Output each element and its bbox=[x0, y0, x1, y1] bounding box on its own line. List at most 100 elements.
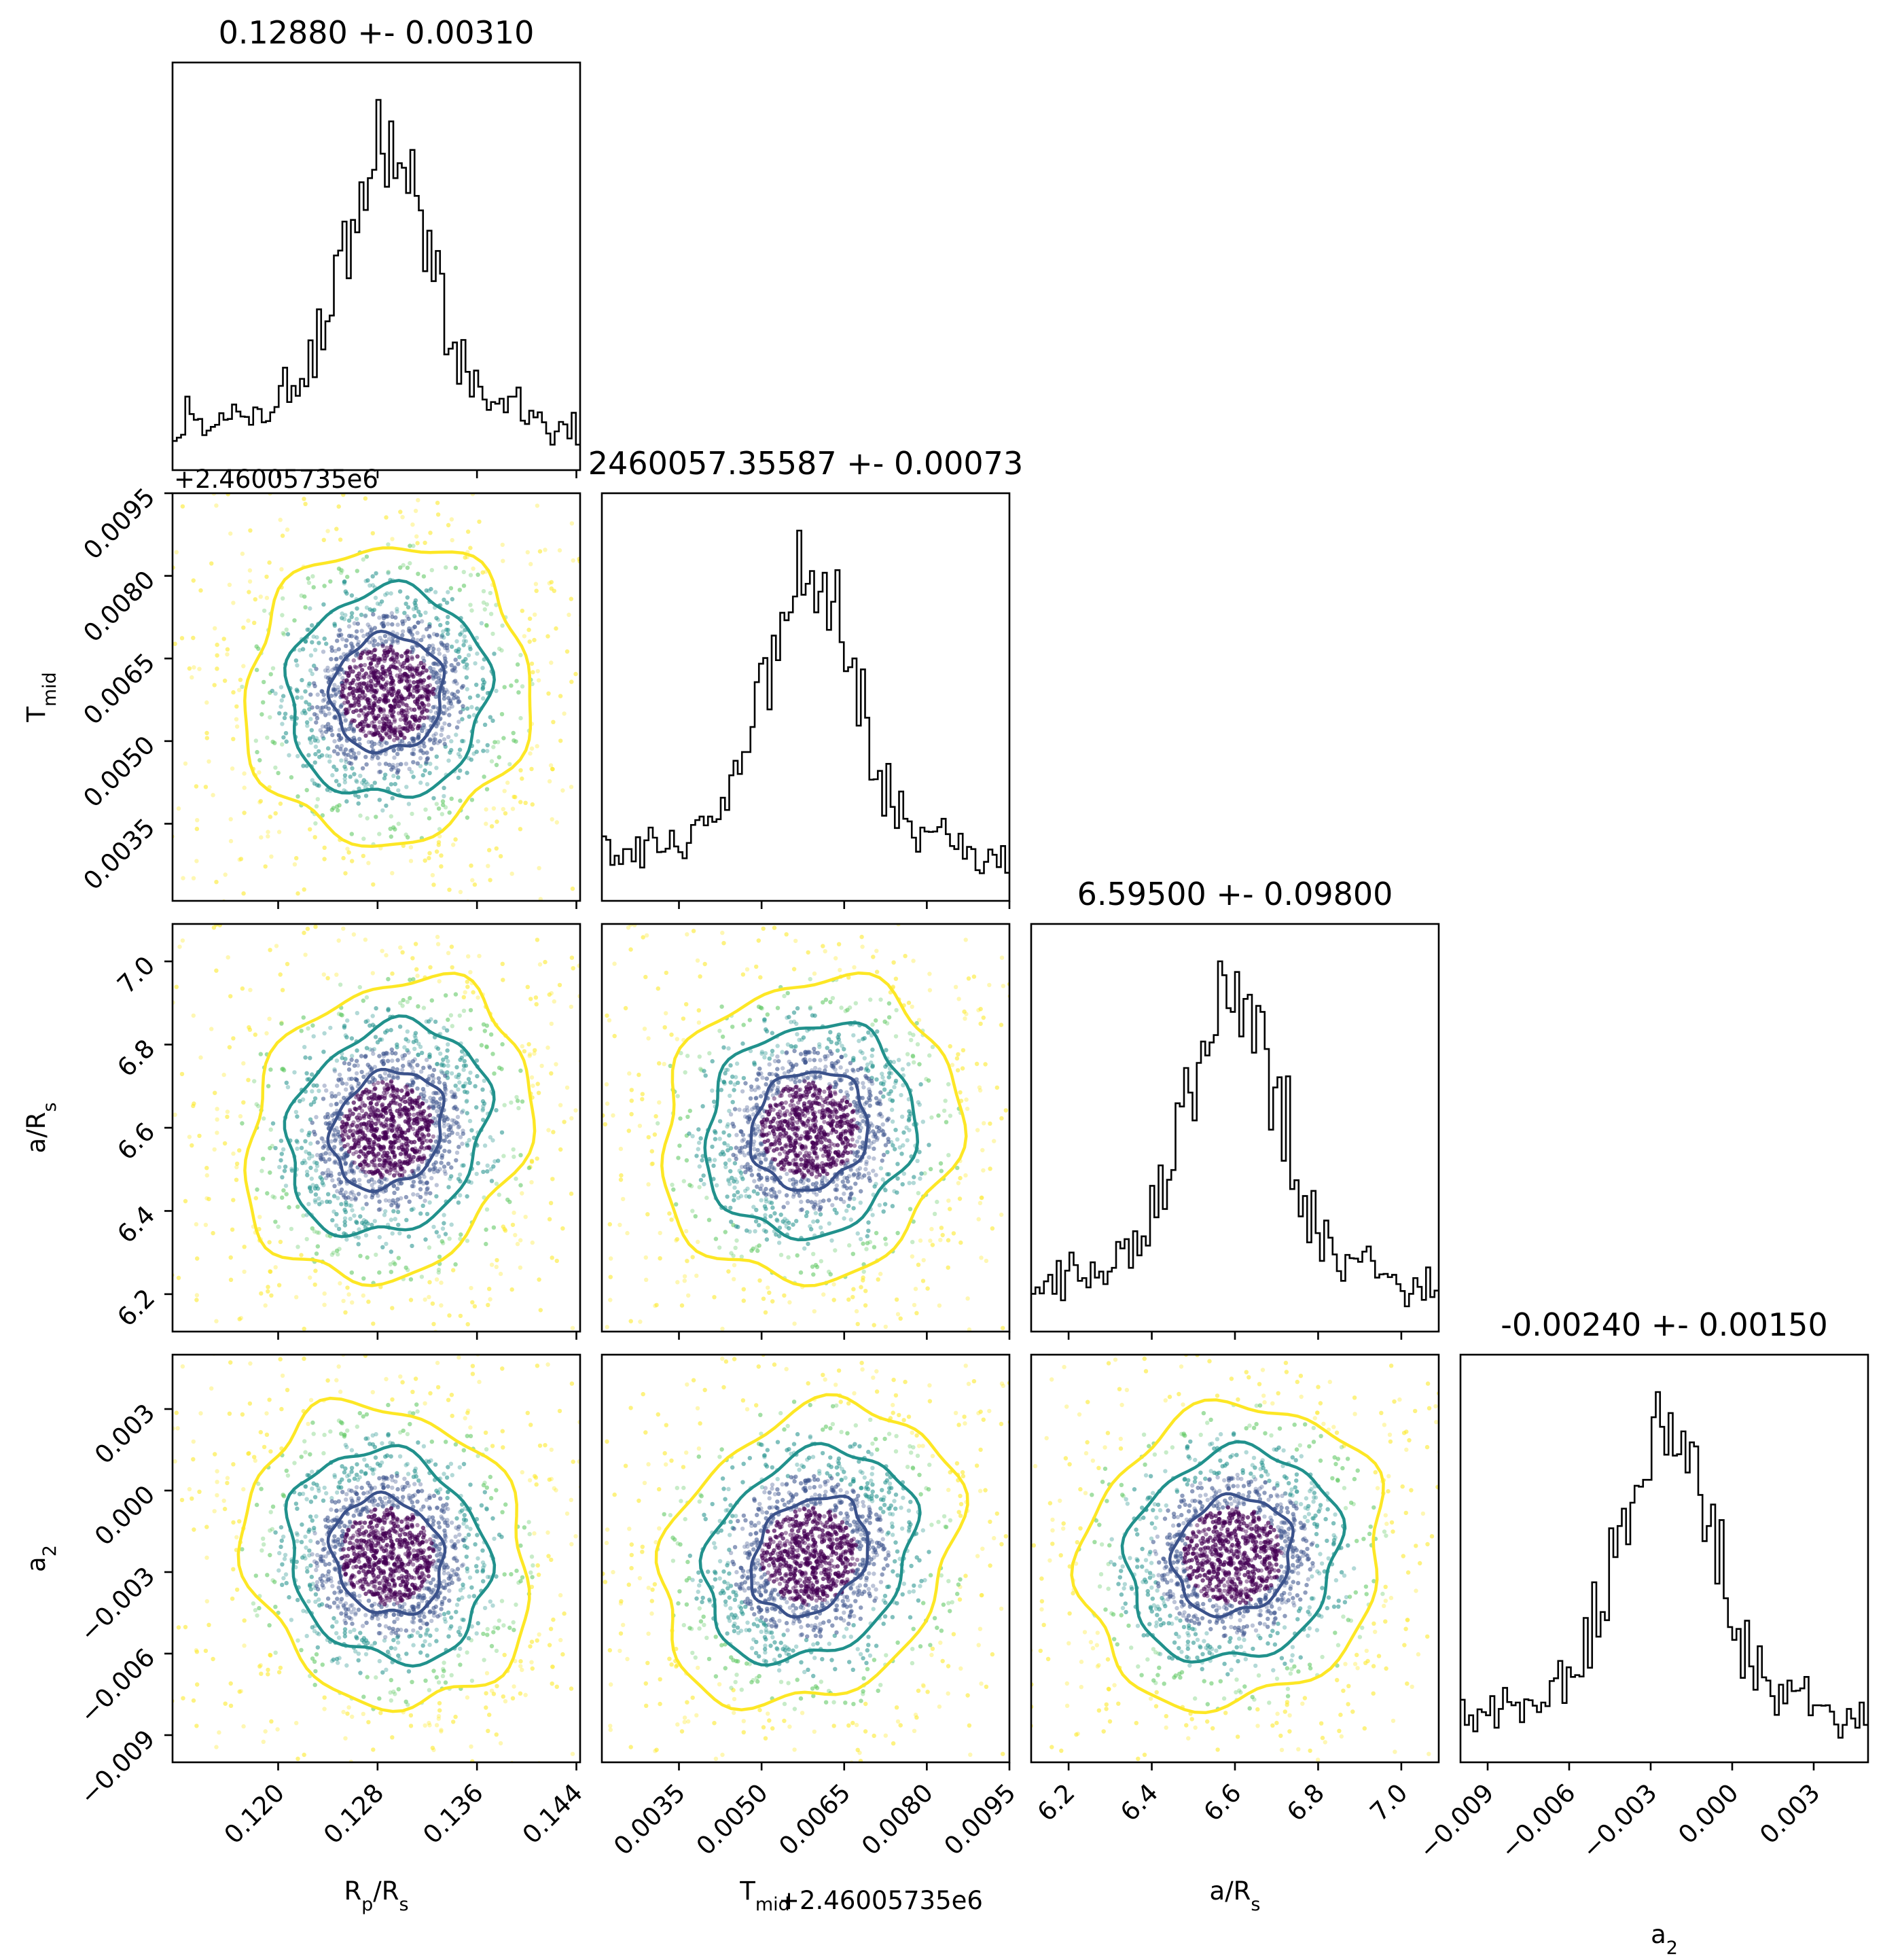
scatter-point bbox=[370, 740, 374, 745]
scatter-point bbox=[305, 627, 310, 632]
scatter-point bbox=[209, 902, 213, 906]
scatter-point bbox=[396, 381, 400, 385]
scatter-point bbox=[18, 765, 22, 769]
scatter-point bbox=[363, 1194, 368, 1199]
scatter-point bbox=[592, 1372, 596, 1376]
scatter-point bbox=[263, 864, 268, 869]
scatter-point bbox=[465, 662, 469, 667]
scatter-point bbox=[605, 690, 609, 694]
scatter-point bbox=[319, 689, 324, 694]
scatter-point bbox=[395, 775, 401, 780]
scatter-point bbox=[332, 738, 337, 744]
scatter-point bbox=[315, 1083, 319, 1088]
scatter-point bbox=[320, 1181, 325, 1186]
scatter-point bbox=[204, 736, 209, 741]
scatter-point bbox=[376, 755, 380, 760]
scatter-point bbox=[363, 613, 368, 619]
scatter-point bbox=[450, 704, 454, 709]
scatter-point bbox=[281, 1188, 286, 1193]
scatter-point bbox=[342, 580, 346, 584]
scatter-point bbox=[322, 1083, 327, 1088]
scatter-point bbox=[431, 705, 435, 710]
scatter-point bbox=[420, 728, 425, 734]
scatter-point bbox=[334, 657, 339, 662]
scatter-point bbox=[618, 1088, 622, 1092]
scatter-point bbox=[433, 662, 439, 666]
scatter-point bbox=[482, 680, 487, 685]
scatter-point bbox=[437, 673, 442, 678]
scatter-point bbox=[605, 815, 609, 819]
scatter-point bbox=[442, 690, 447, 695]
scatter-point bbox=[252, 1079, 257, 1084]
scatter-point bbox=[511, 1147, 516, 1152]
scatter-point bbox=[425, 750, 429, 755]
scatter-point bbox=[344, 591, 349, 596]
scatter-point bbox=[456, 662, 461, 666]
scatter-point bbox=[231, 906, 235, 910]
scatter-point bbox=[351, 645, 355, 650]
scatter-point bbox=[326, 707, 331, 711]
scatter-point bbox=[450, 596, 454, 602]
scatter-point bbox=[452, 666, 456, 671]
scatter-point bbox=[302, 594, 307, 599]
scatter-point bbox=[344, 910, 348, 914]
scatter-point bbox=[494, 603, 499, 607]
scatter-point bbox=[318, 708, 323, 713]
scatter-point bbox=[631, 892, 635, 896]
scatter-point bbox=[433, 1372, 437, 1376]
scatter-point bbox=[402, 611, 407, 616]
scatter-point bbox=[530, 802, 535, 807]
scatter-point bbox=[488, 878, 492, 883]
scatter-point bbox=[616, 701, 620, 705]
scatter-point bbox=[564, 649, 570, 654]
scatter-point bbox=[419, 1275, 425, 1279]
scatter-point bbox=[449, 738, 454, 744]
scatter-point bbox=[399, 762, 404, 767]
scatter-point bbox=[469, 863, 473, 868]
scatter-point bbox=[407, 626, 412, 631]
scatter-point bbox=[393, 615, 398, 620]
y-tick-label: 0.0035 bbox=[77, 813, 160, 895]
scatter-point bbox=[354, 616, 359, 622]
scatter-point bbox=[447, 722, 452, 728]
scatter-point bbox=[510, 1222, 516, 1228]
scatter-point bbox=[315, 1244, 320, 1249]
scatter-point bbox=[446, 1017, 450, 1022]
scatter-point bbox=[410, 736, 416, 741]
scatter-point bbox=[372, 1219, 377, 1224]
scatter-point bbox=[431, 650, 435, 655]
scatter-point bbox=[334, 663, 340, 669]
scatter-point bbox=[433, 694, 438, 699]
scatter-point bbox=[596, 618, 600, 622]
scatter-point bbox=[434, 632, 440, 637]
scatter-point bbox=[323, 705, 328, 709]
scatter-point bbox=[452, 696, 456, 700]
scatter-point bbox=[372, 607, 377, 612]
scatter-point bbox=[358, 1253, 363, 1258]
scatter-point bbox=[311, 1034, 316, 1039]
scatter-point bbox=[628, 81, 632, 85]
scatter-point bbox=[304, 1169, 310, 1174]
scatter-point bbox=[272, 1493, 276, 1497]
scatter-point bbox=[380, 621, 384, 626]
scatter-point bbox=[389, 782, 394, 787]
scatter-point bbox=[354, 653, 359, 658]
scatter-point bbox=[421, 751, 426, 755]
scatter-point bbox=[358, 773, 363, 779]
scatter-point bbox=[303, 639, 308, 644]
scatter-point bbox=[328, 725, 334, 730]
scatter-point bbox=[348, 1216, 353, 1222]
scatter-point bbox=[456, 1087, 461, 1092]
scatter-point bbox=[191, 635, 196, 641]
scatter-point bbox=[394, 919, 398, 923]
scatter-point bbox=[312, 683, 317, 688]
scatter-point bbox=[393, 827, 397, 832]
scatter-point bbox=[406, 628, 412, 633]
scatter-point bbox=[190, 675, 194, 680]
scatter-point bbox=[443, 1232, 448, 1236]
scatter-point bbox=[282, 715, 287, 721]
scatter-point bbox=[342, 617, 347, 622]
scatter-point bbox=[344, 1237, 349, 1242]
scatter-point bbox=[452, 692, 456, 697]
scatter-point bbox=[397, 724, 402, 730]
